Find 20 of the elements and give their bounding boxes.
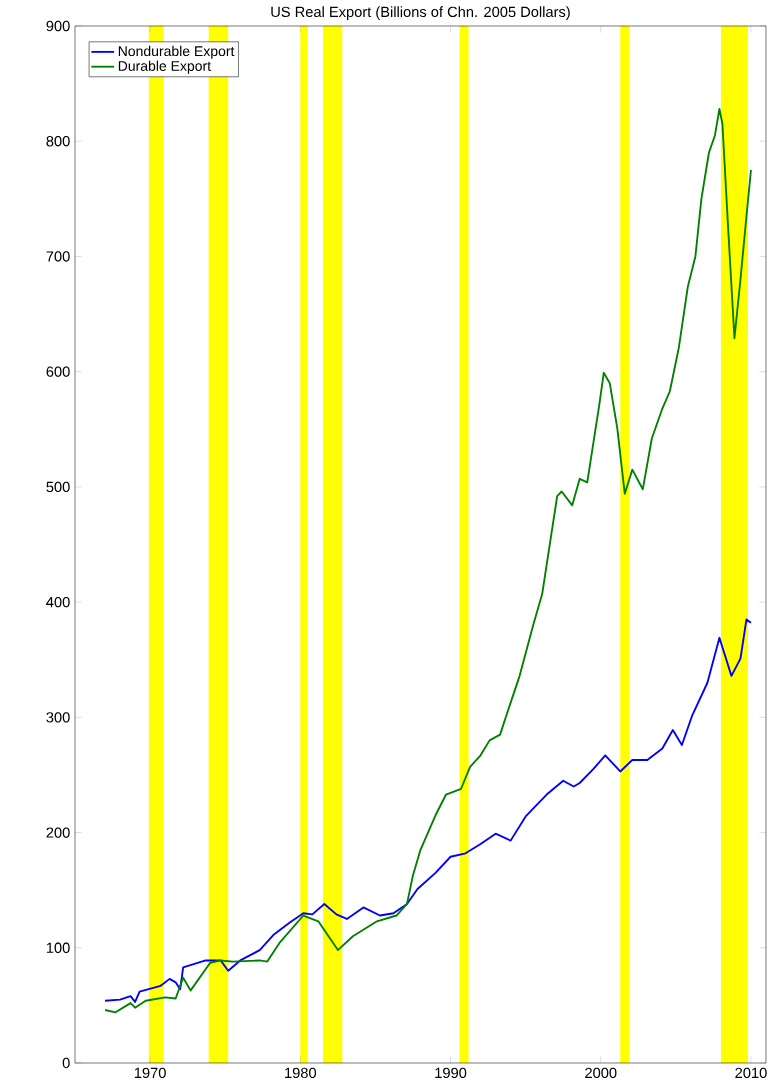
- x-tick-label: 1970: [134, 1067, 166, 1079]
- y-tick-label: 200: [46, 827, 70, 838]
- x-tick-label: 1990: [435, 1067, 467, 1079]
- y-tick-label: 500: [46, 481, 70, 493]
- y-tick-label: 800: [46, 136, 70, 147]
- x-tick-label: 2010: [735, 1067, 767, 1079]
- y-tick-label: 900: [46, 20, 70, 32]
- y-tick-label: 700: [46, 251, 70, 262]
- y-tick-label: 600: [46, 366, 70, 377]
- line-series: [104, 108, 752, 1014]
- x-tick-label: 1980: [285, 1067, 317, 1079]
- chart-title: US Real Export (Billions of Chn. 2005 Dollars): [271, 6, 570, 20]
- y-tick-label: 400: [46, 596, 70, 608]
- legend-label: Nondurable Export: [118, 45, 235, 59]
- y-tick-label: 300: [46, 712, 70, 723]
- line-series: [104, 618, 752, 1003]
- y-tick-label: 0: [62, 1057, 70, 1069]
- x-tick-label: 2000: [585, 1067, 617, 1079]
- y-tick-label: 100: [46, 942, 70, 953]
- legend-label: Durable Export: [118, 60, 211, 74]
